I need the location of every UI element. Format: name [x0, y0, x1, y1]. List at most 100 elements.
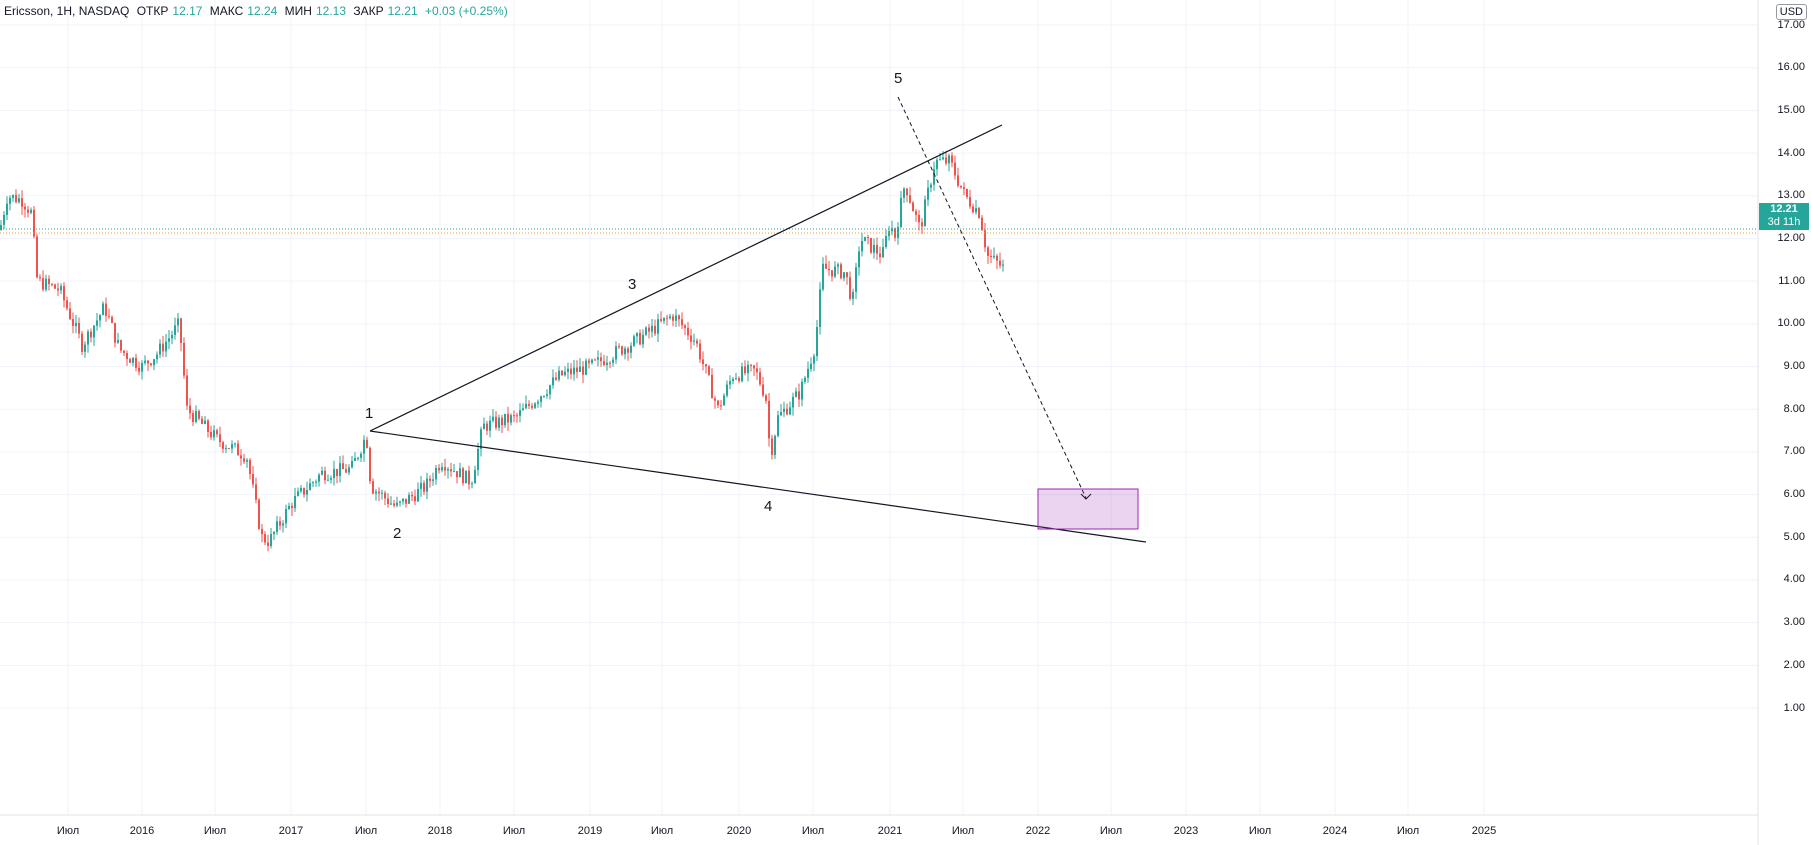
candle: [87, 331, 89, 345]
candle: [969, 196, 971, 207]
wave-label-1: 1: [365, 405, 374, 422]
price-tick: 17.00: [1777, 18, 1805, 31]
currency-button[interactable]: USD: [1775, 4, 1807, 20]
candle: [129, 359, 131, 363]
candle: [459, 468, 461, 478]
candle: [429, 478, 431, 481]
time-tick: 2024: [1322, 825, 1348, 837]
candle: [855, 267, 857, 292]
price-tick: 8.00: [1783, 402, 1805, 415]
candle: [498, 417, 500, 428]
candle: [543, 395, 545, 397]
candle: [48, 278, 50, 285]
price-tick: 3.00: [1783, 616, 1805, 629]
candle: [789, 407, 791, 415]
candle: [198, 410, 200, 419]
candle: [579, 366, 581, 373]
candle: [834, 266, 836, 277]
candle: [144, 360, 146, 363]
price-tick: 9.00: [1783, 360, 1805, 373]
candle: [759, 372, 761, 385]
candle: [279, 521, 281, 526]
price-tick: 1.00: [1783, 701, 1805, 714]
candle: [999, 260, 1001, 266]
candle: [273, 531, 275, 535]
time-tick: 2025: [1471, 825, 1497, 837]
candle: [492, 416, 494, 421]
candle: [24, 206, 26, 210]
candle: [330, 478, 332, 480]
candle: [843, 272, 845, 279]
candle: [897, 227, 899, 238]
candle: [264, 534, 266, 543]
candle: [417, 488, 419, 502]
candle: [135, 357, 137, 368]
candle: [168, 338, 170, 342]
candle: [156, 354, 158, 360]
candle: [228, 448, 230, 450]
candle: [462, 468, 464, 484]
candle: [783, 408, 785, 412]
candle: [699, 343, 701, 360]
candle: [873, 245, 875, 253]
candle: [657, 319, 659, 334]
candle: [666, 317, 668, 319]
candle: [885, 236, 887, 248]
candle: [27, 209, 29, 213]
candle: [393, 503, 395, 506]
candle: [6, 203, 8, 215]
candle: [954, 162, 956, 176]
candle: [807, 368, 809, 378]
candle: [258, 499, 260, 529]
candle: [468, 470, 470, 485]
candle: [864, 236, 866, 241]
candle: [876, 245, 878, 254]
candle: [231, 444, 233, 449]
candle: [495, 416, 497, 428]
candle: [471, 483, 473, 485]
candle: [96, 320, 98, 326]
candle: [588, 360, 590, 363]
candle: [210, 431, 212, 438]
candle: [75, 322, 77, 326]
candle: [924, 199, 926, 227]
candle: [78, 322, 80, 334]
candle: [987, 247, 989, 256]
candle: [261, 528, 263, 535]
candle: [627, 348, 629, 353]
candle: [732, 379, 734, 382]
candle: [546, 394, 548, 396]
candle: [345, 469, 347, 473]
candle: [555, 377, 557, 380]
candle: [531, 405, 533, 408]
candle: [504, 413, 506, 426]
candle: [849, 277, 851, 299]
candle: [981, 217, 983, 231]
price-tick: 2.00: [1783, 658, 1805, 671]
candle: [705, 364, 707, 367]
candle: [240, 455, 242, 459]
price-tick: 12.00: [1777, 231, 1805, 244]
candle: [387, 498, 389, 505]
time-tick: Июл: [951, 825, 975, 837]
candle: [282, 523, 284, 526]
time-tick: Июл: [354, 825, 378, 837]
candle: [303, 487, 305, 495]
candle: [426, 478, 428, 492]
candle: [846, 272, 848, 278]
candle: [975, 208, 977, 213]
candle: [192, 413, 194, 423]
candle: [255, 484, 257, 500]
candle: [201, 418, 203, 424]
candle: [483, 423, 485, 430]
time-tick: 2018: [427, 825, 453, 837]
candle: [612, 359, 614, 363]
wave-label-2: 2: [393, 525, 402, 542]
candle: [840, 264, 842, 279]
candle: [624, 348, 626, 355]
candle: [102, 303, 104, 316]
candle: [921, 222, 923, 227]
candle: [585, 360, 587, 375]
candle: [501, 417, 503, 426]
